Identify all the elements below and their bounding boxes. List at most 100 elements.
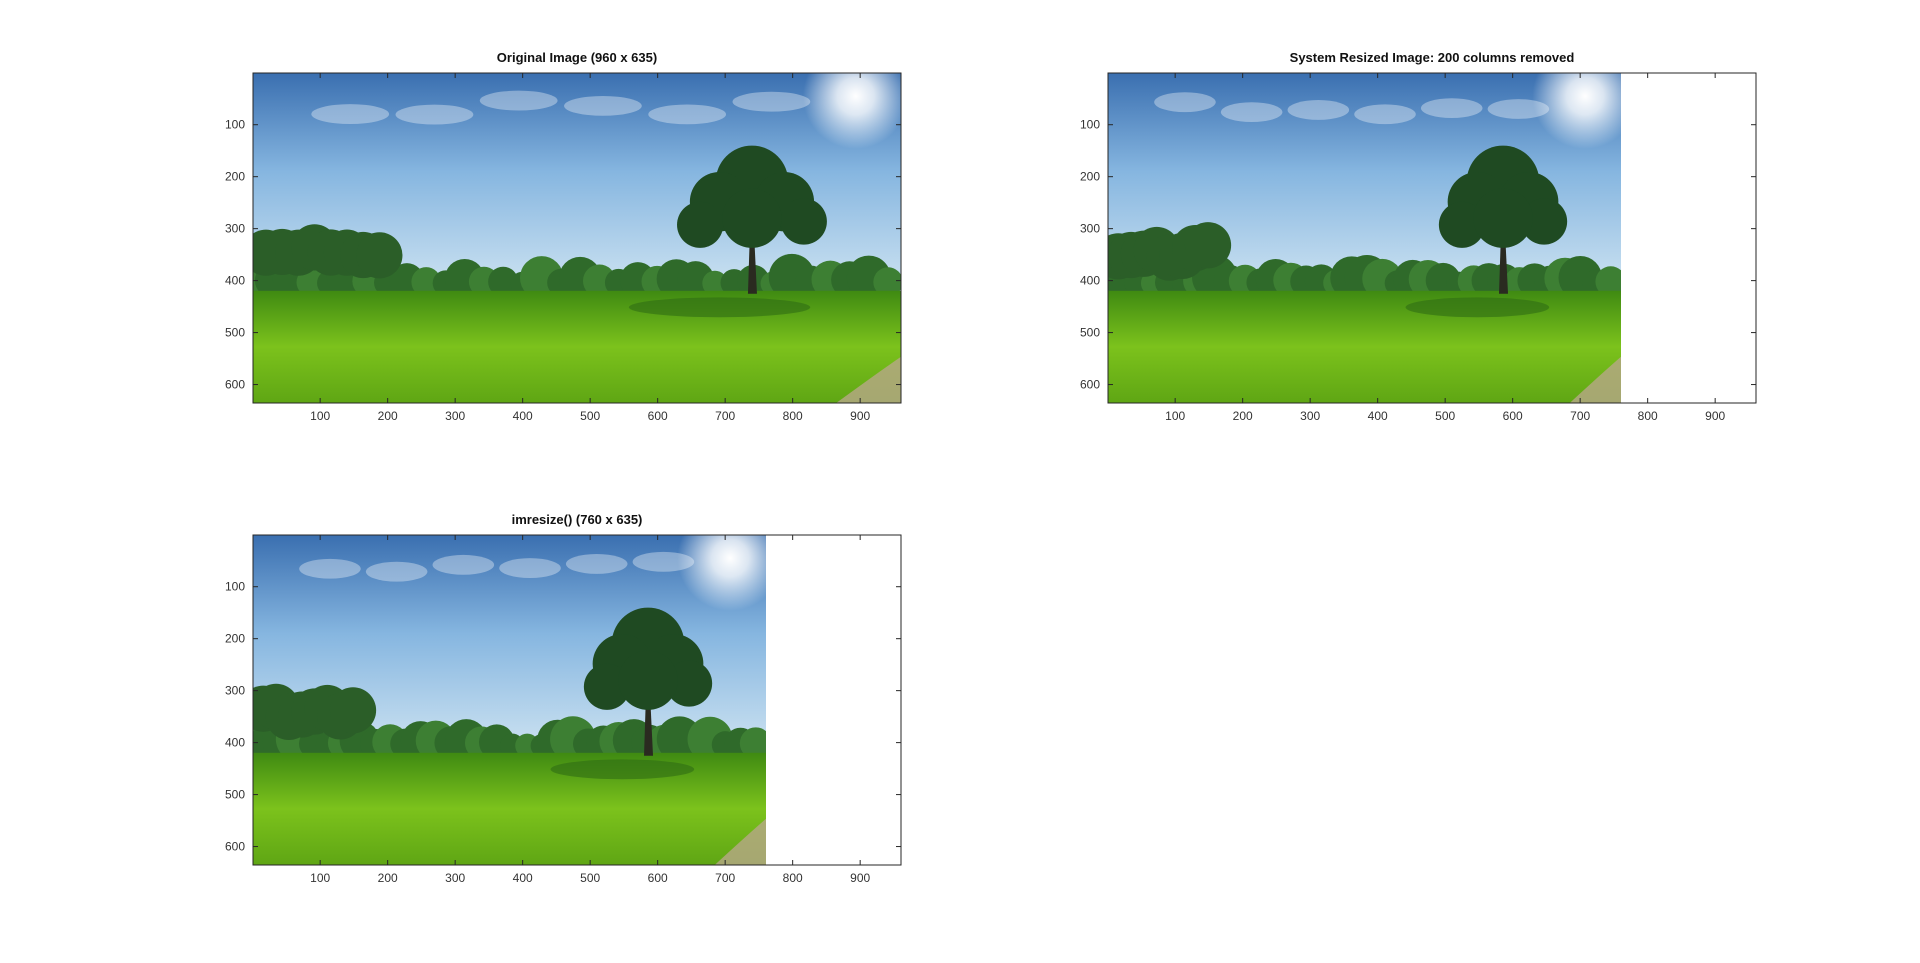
- x-tick-label: 300: [1300, 409, 1320, 423]
- y-tick-label: 100: [1080, 118, 1100, 132]
- subplot-imresize: imresize() (760 x 635) 100 200 300 400 500 60…: [195, 511, 902, 891]
- x-tick-label: 500: [1435, 409, 1455, 423]
- cloud: [1420, 98, 1483, 119]
- image-content: [1108, 73, 1621, 403]
- y-tick-label: 600: [1080, 378, 1100, 392]
- y-tick-label: 400: [225, 274, 245, 288]
- subplot-system-resized: System Resized Image: 200 columns remove…: [1050, 49, 1757, 429]
- tree-canopy: [618, 650, 678, 710]
- subplot-title: imresize() (760 x 635): [511, 512, 643, 527]
- cloud: [432, 554, 495, 575]
- y-tick-label: 200: [1080, 170, 1100, 184]
- x-tick-label: 500: [580, 871, 600, 885]
- tree-canopy: [1473, 188, 1533, 248]
- y-tick-label: 500: [225, 788, 245, 802]
- y-tick-label: 100: [225, 118, 245, 132]
- axes-imresize: 100 200 300 400 500 600 700 800 900 100 200 300 400 5…: [225, 534, 902, 885]
- y-tick-label: 500: [1080, 326, 1100, 340]
- tree-canopy: [665, 660, 713, 707]
- sun: [802, 73, 901, 149]
- treeline: [296, 268, 325, 297]
- y-tick-label: 100: [225, 580, 245, 594]
- axes-box: [252, 72, 902, 404]
- dirt-path: [1569, 356, 1621, 403]
- treeline: [1595, 266, 1621, 297]
- x-tick-label: 400: [513, 871, 533, 885]
- y-tick-label: 300: [225, 222, 245, 236]
- tree-canopy: [1520, 198, 1568, 245]
- x-tick-label: 200: [1233, 409, 1253, 423]
- x-tick-label: 800: [783, 409, 803, 423]
- tree-canopy: [1438, 201, 1486, 248]
- cloud: [479, 90, 558, 111]
- cloud: [648, 104, 727, 125]
- subplot-original: Original Image (960 x 635) 100 200 300 400 5…: [195, 49, 902, 429]
- x-tick-label: 100: [310, 409, 330, 423]
- x-tick-label: 400: [513, 409, 533, 423]
- x-tick-label: 900: [1705, 409, 1725, 423]
- x-tick-label: 300: [445, 871, 465, 885]
- y-tick-label: 400: [225, 736, 245, 750]
- y-tick-label: 600: [225, 840, 245, 854]
- axes-original: 100 200 300 400 500 600 700 800 900 100 200 300 400 5…: [225, 72, 902, 423]
- subplot-title: Original Image (960 x 635): [496, 50, 658, 65]
- dirt-path: [836, 356, 901, 403]
- tree-canopy: [583, 663, 631, 710]
- sun: [1532, 73, 1621, 149]
- y-tick-label: 600: [225, 378, 245, 392]
- tree-canopy: [677, 201, 724, 248]
- x-tick-label: 400: [1368, 409, 1388, 423]
- y-tick-label: 200: [225, 632, 245, 646]
- x-tick-label: 200: [378, 409, 398, 423]
- tree-shadow: [550, 759, 695, 780]
- bush: [1184, 222, 1232, 269]
- cloud: [365, 561, 428, 582]
- y-tick-label: 400: [1080, 274, 1100, 288]
- x-tick-label: 800: [1638, 409, 1658, 423]
- image-content: [253, 73, 901, 403]
- cloud: [565, 554, 628, 574]
- subplot-title: System Resized Image: 200 columns remove…: [1289, 50, 1575, 65]
- treeline: [739, 727, 766, 760]
- image-content: [253, 535, 766, 865]
- x-tick-label: 500: [580, 409, 600, 423]
- x-tick-label: 700: [1570, 409, 1590, 423]
- dirt-path: [714, 818, 766, 865]
- cloud: [564, 96, 642, 116]
- cloud: [499, 558, 561, 578]
- x-tick-label: 900: [850, 871, 870, 885]
- y-tick-label: 300: [1080, 222, 1100, 236]
- x-tick-label: 700: [715, 871, 735, 885]
- x-tick-label: 100: [1165, 409, 1185, 423]
- cloud: [299, 558, 361, 579]
- treeline: [702, 270, 728, 296]
- x-tick-label: 300: [445, 409, 465, 423]
- tree-canopy: [780, 198, 827, 245]
- tree-shadow: [1405, 297, 1550, 318]
- sun: [677, 535, 766, 611]
- x-tick-label: 600: [648, 871, 668, 885]
- treeline: [873, 267, 901, 297]
- bush: [329, 687, 377, 734]
- cloud: [1354, 104, 1416, 125]
- axes-box: [1107, 72, 1757, 404]
- x-tick-label: 200: [378, 871, 398, 885]
- tree-canopy: [722, 188, 782, 248]
- tree-shadow: [628, 297, 811, 318]
- axes-box: [252, 534, 902, 866]
- x-tick-label: 600: [648, 409, 668, 423]
- cloud: [311, 104, 390, 124]
- x-tick-label: 800: [783, 871, 803, 885]
- cloud: [1154, 92, 1216, 113]
- cloud: [732, 91, 811, 112]
- x-tick-label: 700: [715, 409, 735, 423]
- y-tick-label: 200: [225, 170, 245, 184]
- bush: [356, 232, 403, 279]
- cloud: [395, 104, 474, 125]
- treeline: [488, 266, 519, 297]
- x-tick-label: 100: [310, 871, 330, 885]
- x-tick-label: 900: [850, 409, 870, 423]
- axes-system-resized: 100 200 300 400 500 600 700 800 900 100 200 300 400 5…: [1080, 72, 1757, 423]
- y-tick-label: 500: [225, 326, 245, 340]
- cloud: [1220, 102, 1283, 123]
